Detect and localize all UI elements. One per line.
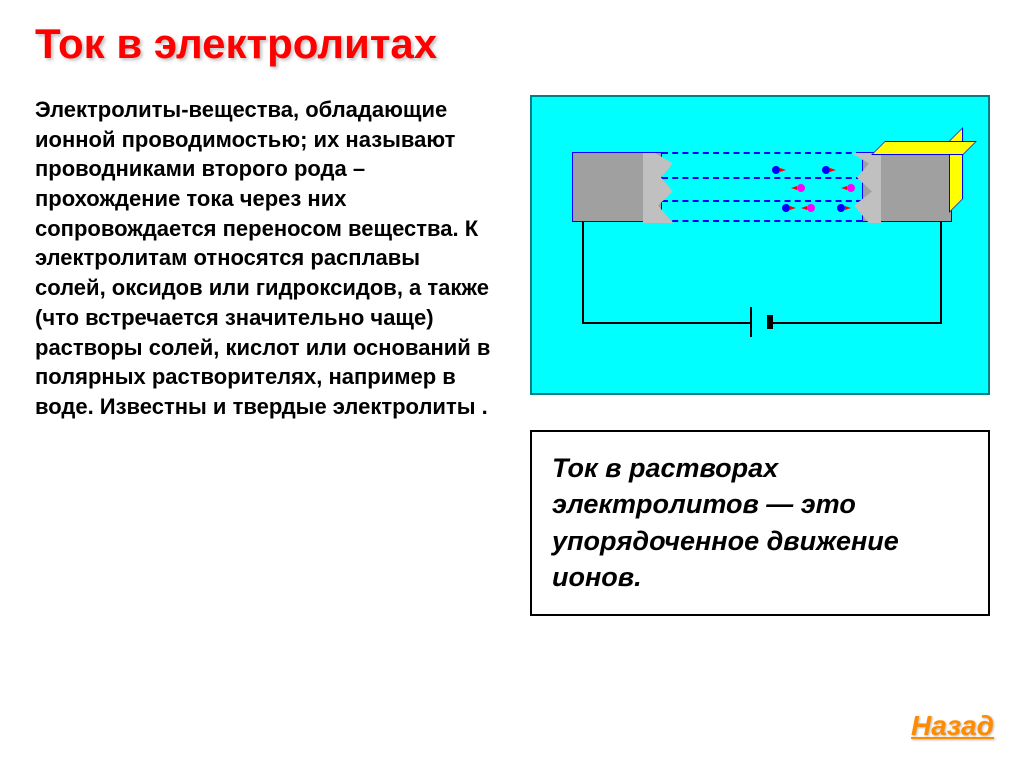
wire bbox=[940, 222, 942, 322]
wire bbox=[582, 222, 584, 322]
left-electrode bbox=[572, 152, 662, 222]
wire bbox=[772, 322, 942, 324]
positive-ion bbox=[822, 166, 830, 174]
positive-ion bbox=[837, 204, 845, 212]
negative-ion bbox=[847, 184, 855, 192]
positive-ion bbox=[772, 166, 780, 174]
back-button[interactable]: Назад bbox=[911, 710, 994, 742]
electrolyte-diagram bbox=[530, 95, 990, 395]
page-title: Ток в электролитах bbox=[0, 0, 1024, 78]
wire bbox=[582, 322, 752, 324]
negative-ion bbox=[807, 204, 815, 212]
battery-negative bbox=[767, 315, 773, 329]
positive-ion bbox=[782, 204, 790, 212]
definition-text: Ток в растворах электролитов — это упоря… bbox=[530, 430, 990, 616]
battery-positive bbox=[750, 307, 752, 337]
electrolyte-gap bbox=[662, 152, 862, 222]
negative-ion bbox=[797, 184, 805, 192]
conductor bbox=[572, 152, 952, 222]
right-electrode bbox=[862, 152, 952, 222]
main-description: Электролиты-вещества, обладающие ионной … bbox=[20, 95, 495, 422]
